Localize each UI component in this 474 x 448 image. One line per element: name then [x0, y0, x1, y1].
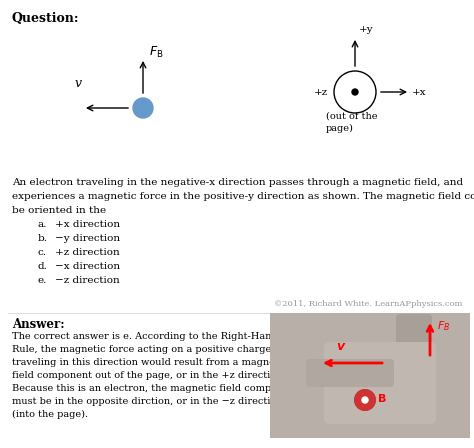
Text: −y direction: −y direction [55, 234, 120, 243]
Text: +y: +y [359, 25, 374, 34]
Text: Rule, the magnetic force acting on a positive charge: Rule, the magnetic force acting on a pos… [12, 345, 271, 354]
Circle shape [362, 397, 368, 403]
Text: traveling in this direction would result from a magnetic: traveling in this direction would result… [12, 358, 287, 367]
Text: Because this is an electron, the magnetic field component: Because this is an electron, the magneti… [12, 384, 299, 393]
Text: (into the page).: (into the page). [12, 410, 88, 419]
Circle shape [352, 89, 358, 95]
Text: The correct answer is e. According to the Right-Hand: The correct answer is e. According to th… [12, 332, 278, 341]
Text: b.: b. [38, 234, 48, 243]
Text: Question:: Question: [12, 12, 80, 25]
Text: d.: d. [38, 262, 48, 271]
Text: −z direction: −z direction [55, 276, 120, 285]
Text: v: v [75, 77, 82, 90]
Text: +x direction: +x direction [55, 220, 120, 229]
Text: $F_B$: $F_B$ [437, 319, 450, 333]
Text: ©2011, Richard White. LearnAPphysics.com: ©2011, Richard White. LearnAPphysics.com [273, 300, 462, 308]
Text: −x direction: −x direction [55, 262, 120, 271]
Text: +z direction: +z direction [55, 248, 120, 257]
FancyBboxPatch shape [396, 314, 432, 387]
Text: a.: a. [38, 220, 47, 229]
Text: $F_{\rm B}$: $F_{\rm B}$ [149, 45, 164, 60]
FancyBboxPatch shape [270, 313, 470, 438]
FancyBboxPatch shape [324, 342, 436, 424]
Text: (out of the: (out of the [326, 112, 377, 121]
Text: experiences a magnetic force in the positive-y direction as shown. The magnetic : experiences a magnetic force in the posi… [12, 192, 474, 201]
Text: Answer:: Answer: [12, 318, 64, 331]
Text: An electron traveling in the negative-x direction passes through a magnetic fiel: An electron traveling in the negative-x … [12, 178, 463, 187]
Text: page): page) [326, 124, 354, 133]
Text: c.: c. [38, 248, 47, 257]
Circle shape [355, 390, 375, 410]
FancyBboxPatch shape [306, 359, 394, 387]
Text: B: B [378, 394, 386, 404]
Text: must be in the opposite dirction, or in the −z direction: must be in the opposite dirction, or in … [12, 397, 283, 406]
Text: field component out of the page, or in the +z direction.: field component out of the page, or in t… [12, 371, 285, 380]
Text: +z: +z [314, 87, 328, 96]
Text: +x: +x [412, 87, 427, 96]
Text: v: v [336, 340, 344, 353]
Circle shape [133, 98, 153, 118]
Text: be oriented in the: be oriented in the [12, 206, 106, 215]
Text: e.: e. [38, 276, 47, 285]
